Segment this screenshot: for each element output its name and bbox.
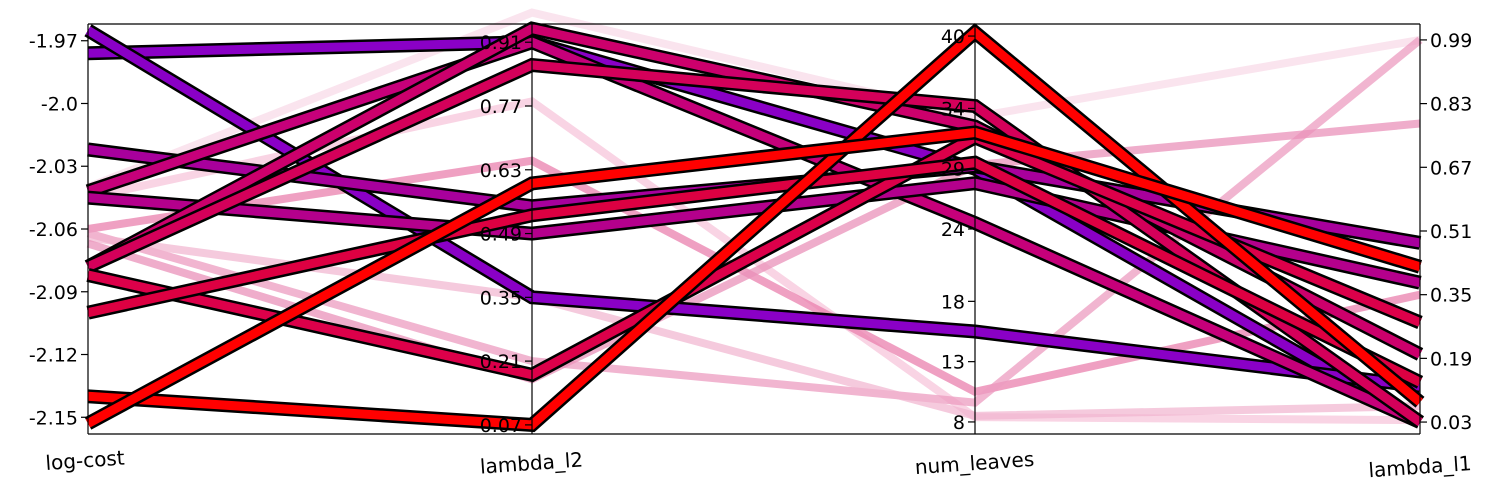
axis-lambda-l1: 0.03 0.19 0.35 0.51 0.67 0.83 0.99 lambda_l1 — [1368, 24, 1473, 482]
tick-label: 0.99 — [1430, 30, 1472, 52]
tick-label: 0.19 — [1430, 348, 1472, 370]
axis-name-label: lambda_l2 — [479, 447, 584, 478]
series-line — [85, 23, 1423, 359]
series-line — [86, 37, 1422, 427]
axis-lambda-l2: 0.07 0.21 0.35 0.49 0.63 0.77 0.91 lambda_l2 — [479, 24, 584, 479]
tick-label: 24 — [941, 219, 965, 241]
tick-label: 34 — [941, 98, 965, 120]
tick-label: 0.07 — [480, 415, 522, 437]
axis-name-label: num_leaves — [914, 447, 1035, 479]
tick-label: -2.03 — [29, 156, 78, 178]
axes-layer: -2.15 -2.12 -2.09 -2.06 -2.03 -2.0 -1.97 log-co… — [29, 24, 1473, 482]
tick-label: 0.35 — [1430, 285, 1472, 307]
tick-label: 29 — [941, 159, 965, 181]
tick-label: 0.91 — [480, 32, 522, 54]
axis-log-cost: -2.15 -2.12 -2.09 -2.06 -2.03 -2.0 -1.97 log-co… — [29, 24, 126, 475]
tick-label: 0.51 — [1430, 221, 1472, 243]
axis-name-label: lambda_l1 — [1368, 451, 1473, 482]
tick-label: 18 — [941, 291, 965, 313]
series-line-faded — [86, 8, 1421, 191]
tick-label: 0.83 — [1430, 94, 1472, 116]
tick-label: 0.49 — [480, 224, 522, 246]
tick-label: 0.63 — [480, 160, 522, 182]
tick-label: 8 — [953, 412, 965, 434]
tick-label: -2.09 — [29, 282, 78, 304]
tick-label: 0.35 — [480, 287, 522, 309]
tick-label: -2.06 — [29, 219, 78, 241]
series-line — [85, 127, 1422, 428]
series-line — [87, 132, 1422, 380]
series-line — [86, 60, 1423, 426]
tick-label: 0.67 — [1430, 157, 1472, 179]
axis-name-label: log-cost — [45, 446, 126, 475]
tick-label: -2.0 — [41, 93, 78, 115]
tick-label: 0.21 — [480, 351, 522, 373]
tick-label: -1.97 — [29, 31, 78, 53]
series-line-faded — [86, 119, 1421, 384]
tick-label: -2.12 — [29, 345, 78, 367]
series-line — [87, 37, 1423, 427]
lines-layer — [84, 8, 1425, 433]
axis-num-leaves: 8 13 18 24 29 34 40 num_leaves — [914, 24, 1035, 479]
tick-label: 13 — [941, 352, 965, 374]
tick-label: 0.03 — [1430, 412, 1472, 434]
tick-label: 40 — [941, 26, 965, 48]
series-line — [87, 158, 1422, 387]
series-line — [87, 26, 1423, 430]
tick-label: 0.77 — [480, 96, 522, 118]
tick-label: -2.15 — [29, 407, 78, 429]
plot-frame — [88, 23, 1420, 435]
